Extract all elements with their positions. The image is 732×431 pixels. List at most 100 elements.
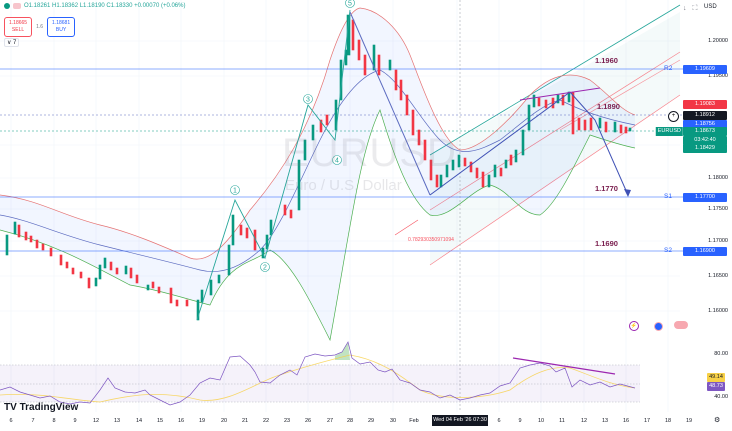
y-axis-label: 1.16500 [708,273,728,279]
indicators-collapse-button[interactable]: ∨ 7 [4,38,20,47]
svg-text:5: 5 [348,1,352,8]
time-axis-label: 17 [643,418,651,424]
rsi-value-tag: 48.73 [707,382,725,391]
time-axis-label: Feb [409,418,419,424]
symbol-watermark: EURUSD [282,131,457,175]
crosshair-add-icon[interactable]: + [668,111,679,122]
time-axis-label: 23 [283,418,291,424]
time-axis-label: 30 [389,418,397,424]
time-axis-label: 7 [31,418,35,424]
time-axis-label: 20 [220,418,228,424]
y-axis-label: 1.17500 [708,206,728,212]
bar-countdown-tag: 03:42:40 [683,136,727,145]
flag-events-icon[interactable] [674,321,688,329]
rsi-level-label: 40.00 [714,394,728,400]
r2-level-label: 1.1960 [595,56,618,65]
s1-level-label: 1.1770 [595,184,618,193]
candlesticks [5,14,632,321]
y-axis-label: 1.18000 [708,175,728,181]
branding-text: TradingView [19,402,79,413]
time-axis-label: 19 [685,418,693,424]
time-axis-label: 14 [135,418,143,424]
time-axis-label: 6 [497,418,501,424]
rsi-ma-line [0,354,636,403]
time-axis-label: 11 [559,418,565,424]
settings-gear-icon[interactable]: ⚙ [714,417,721,424]
crosshair-time-tag: Wed 04 Feb '26 07:30 [432,415,488,426]
rsi-level-label: 80.00 [714,351,728,357]
time-axis-label: 12 [580,418,588,424]
ascending-channel[interactable] [430,12,680,265]
projection-arrow[interactable] [569,91,629,196]
rsi-divergence-line[interactable] [512,357,616,375]
sell-button[interactable]: 1.18665 SELL [4,17,33,37]
time-axis-label: 13 [601,418,609,424]
economic-event-icon[interactable] [654,322,663,331]
bb-basis-price-tag: 1.18756 [683,120,727,129]
r1-level-label: 1.1890 [597,102,620,111]
download-icon[interactable]: ↓ [683,5,687,12]
time-axis-label: 18 [664,418,672,424]
time-axis-label: 22 [262,418,270,424]
r2-price-tag: 1.19609 [683,65,727,74]
downtrend-line[interactable] [349,11,431,196]
crosshair-price-tag: 1.18912 [683,111,727,120]
bollinger-basis [0,69,636,272]
equal-icon[interactable] [13,3,21,9]
ohlc-legend: O1.18261 H1.18362 L1.18190 C1.18330 +0.0… [4,3,185,9]
time-axis-label: 8 [52,418,56,424]
symbol-description-watermark: Euro / U.S. Dollar [285,177,402,194]
s1-price-tag: 1.17700 [683,193,727,202]
svg-text:1: 1 [233,188,237,195]
chart-toolbar: ↓ ⛶ [683,5,697,13]
symbol-tag: EURUSD [655,127,683,136]
dividends-event-icon[interactable]: ⚡ [629,321,639,331]
s2-price-tag: 1.16900 [683,247,727,256]
svg-text:2: 2 [263,265,267,272]
time-axis-label: 28 [346,418,354,424]
y-axis-label: 1.19500 [708,73,728,79]
spread-value: 1.6 [36,24,44,30]
rsi-line [0,341,636,406]
time-axis-label: 13 [113,418,121,424]
s2-label: S2 [664,247,672,254]
tradingview-logo[interactable]: TV TradingView [4,402,79,413]
elliott-wave[interactable] [196,9,351,321]
buy-label: BUY [55,27,67,33]
y-axis-label: 1.16000 [708,308,728,314]
time-axis-label: 19 [198,418,206,424]
svg-text:4: 4 [335,158,339,165]
market-status-icon [4,3,10,9]
buy-price: 1.18681 [52,20,71,26]
bb-upper-price-tag: 1.19083 [683,100,727,109]
sell-label: SELL [11,27,25,33]
ohlc-values: O1.18261 H1.18362 L1.18190 C1.18330 +0.0… [24,3,186,9]
time-axis-label: 15 [156,418,164,424]
rsi-ma-tag: 49.14 [707,373,725,382]
time-axis-label: 12 [92,418,100,424]
svg-text:3: 3 [306,97,310,104]
bollinger-band-fill [0,8,635,340]
time-axis-label: 16 [177,418,185,424]
time-axis-label: 9 [73,418,77,424]
s1-label: S1 [664,193,672,200]
fib-ratio-label: 0.782930350971094 [408,237,454,243]
fullscreen-icon[interactable]: ⛶ [692,5,698,12]
y-axis-label: 1.17000 [708,238,728,244]
time-axis-label: 27 [326,418,334,424]
r2-label: R2 [664,65,673,72]
currency-select[interactable]: USD [704,4,717,10]
trade-panel: 1.18665 SELL 1.6 1.18681 BUY [4,17,76,37]
time-axis-label: 9 [518,418,522,424]
bb-lower-price-tag: 1.18429 [683,144,727,153]
s2-level-label: 1.1690 [595,239,618,248]
rsi-pane-band [0,365,640,402]
bollinger-upper [0,7,636,260]
buy-button[interactable]: 1.18681 BUY [47,17,76,37]
time-axis-label: 6 [9,418,13,424]
last-price-tag: 1.18673 [683,127,727,136]
time-axis-label: 29 [367,418,375,424]
time-axis-label: 10 [537,418,545,424]
bollinger-lower [0,109,636,342]
